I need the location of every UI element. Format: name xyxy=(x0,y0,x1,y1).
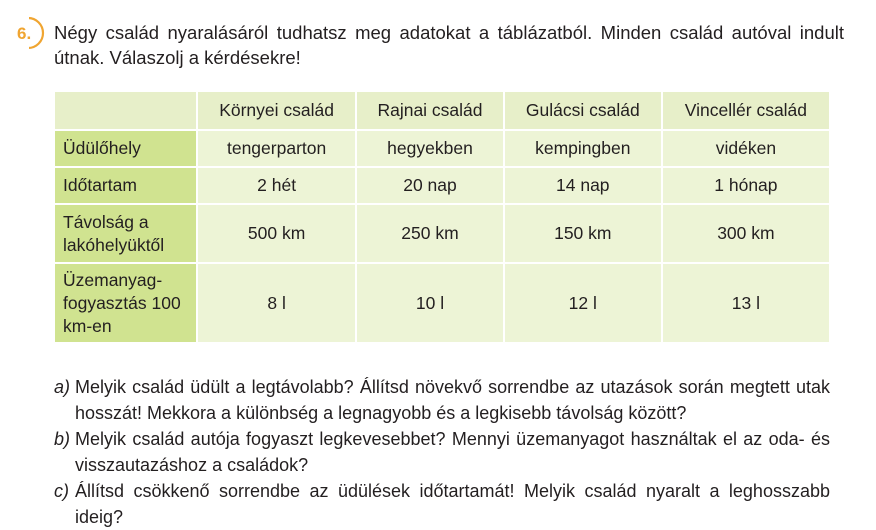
table-row: Időtartam 2 hét 20 nap 14 nap 1 hónap xyxy=(53,166,832,205)
table-cell: 14 nap xyxy=(502,166,663,205)
row-header: Üzemanyag-fogyasztás 100 km-en xyxy=(53,262,198,344)
question-text: Melyik család autója fogyaszt legkeveseb… xyxy=(75,429,830,475)
row-header: Időtartam xyxy=(53,166,198,205)
task-intro: Négy család nyaralásáról tudhatsz meg ad… xyxy=(54,22,844,68)
table-cell: hegyekben xyxy=(355,129,505,168)
column-header: Rajnai család xyxy=(355,90,505,131)
task-number-badge: 6. xyxy=(12,16,46,50)
question-list: a) Melyik család üdült a legtávolabb? Ál… xyxy=(54,374,830,530)
table-cell: 8 l xyxy=(195,262,358,344)
row-header: Üdülőhely xyxy=(53,129,198,168)
row-header: Távolság a lakóhelyüktől xyxy=(53,203,198,264)
table-cell: tengerparton xyxy=(195,129,358,168)
table-cell: 500 km xyxy=(195,203,358,264)
question-text: Állítsd csökkenő sorrendbe az üdülések i… xyxy=(75,481,830,527)
family-vacation-table: Környei család Rajnai család Gulácsi csa… xyxy=(53,90,832,344)
question-c: c) Állítsd csökkenő sorrendbe az üdülése… xyxy=(54,478,830,530)
column-header: Vincellér család xyxy=(660,90,832,131)
question-letter: a) xyxy=(54,377,71,397)
table-cell: vidéken xyxy=(660,129,832,168)
question-b: b) Melyik család autója fogyaszt legkeve… xyxy=(54,426,830,478)
task-number: 6. xyxy=(17,24,32,43)
table-cell: 10 l xyxy=(355,262,505,344)
table-cell: 250 km xyxy=(355,203,505,264)
question-text: Melyik család üdült a legtávolabb? Állít… xyxy=(75,377,830,423)
table-cell: 2 hét xyxy=(195,166,358,205)
table-corner-cell xyxy=(53,90,198,131)
table-cell: kempingben xyxy=(502,129,663,168)
table-row: Távolság a lakóhelyüktől 500 km 250 km 1… xyxy=(53,203,832,264)
table-row: Üdülőhely tengerparton hegyekben kemping… xyxy=(53,129,832,168)
table-cell: 13 l xyxy=(660,262,832,344)
table-cell: 150 km xyxy=(502,203,663,264)
question-letter: b) xyxy=(54,429,71,449)
table-header-row: Környei család Rajnai család Gulácsi csa… xyxy=(53,90,832,131)
column-header: Környei család xyxy=(195,90,358,131)
task-number-circle-icon xyxy=(12,16,45,50)
table-cell: 1 hónap xyxy=(660,166,832,205)
table-row: Üzemanyag-fogyasztás 100 km-en 8 l 10 l … xyxy=(53,262,832,344)
table-cell: 12 l xyxy=(502,262,663,344)
table-cell: 20 nap xyxy=(355,166,505,205)
table-cell: 300 km xyxy=(660,203,832,264)
column-header: Gulácsi család xyxy=(502,90,663,131)
question-letter: c) xyxy=(54,481,69,501)
question-a: a) Melyik család üdült a legtávolabb? Ál… xyxy=(54,374,830,426)
